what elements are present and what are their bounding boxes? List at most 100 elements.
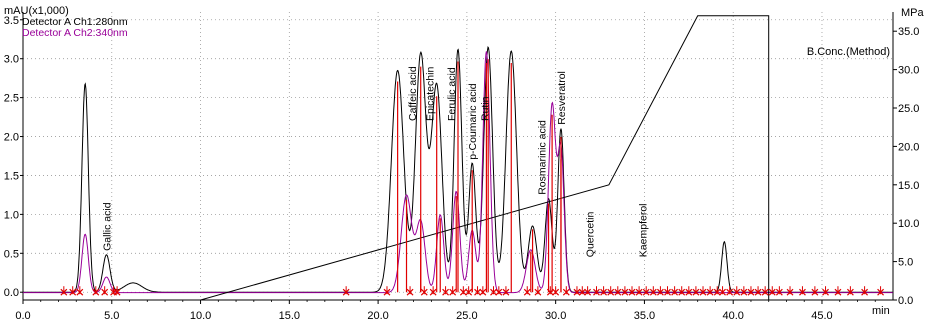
y-right-tick-label: 0.0 (898, 295, 913, 307)
y-tick-label: 1.5 (4, 170, 19, 182)
integration-marker (811, 286, 819, 296)
integration-marker (465, 286, 473, 296)
integration-marker (747, 286, 755, 296)
x-axis-unit-label: min (872, 305, 890, 317)
integration-marker (861, 286, 869, 296)
integration-marker (692, 286, 700, 296)
integration-marker (534, 286, 542, 296)
integration-marker (495, 286, 503, 296)
peak-label: Rosmarinic acid (536, 120, 548, 195)
y-right-tick-label: 5.0 (898, 257, 913, 269)
x-tick-label: 45.0 (811, 310, 832, 322)
peak-label: Gallic acid (101, 202, 113, 251)
y-right-tick-label: 15.0 (898, 180, 919, 192)
integration-marker (420, 286, 428, 296)
x-axis-ticks: 0.0 5.0 10.0 15.0 20.0 25.0 30.0 35.0 40.0 45.0 (15, 300, 876, 322)
integration-marker (502, 286, 510, 296)
integration-marker (678, 286, 686, 296)
y-tick-label: 0.5 (4, 248, 19, 260)
integration-marker (573, 286, 581, 296)
integration-marker (621, 286, 629, 296)
integration-marker (775, 286, 783, 296)
integration-marker (768, 286, 776, 296)
integration-marker (754, 286, 762, 296)
integration-marker (593, 286, 600, 296)
integration-marker (786, 286, 794, 296)
integration-marker (406, 286, 414, 296)
y-axis-label: mAU(x1,000) (4, 5, 69, 17)
integration-marker (877, 286, 884, 296)
peak-label: p-Coumaric acid (467, 83, 479, 160)
peak-label: Caffeic acid (407, 66, 419, 121)
y-tick-label: 3.5 (4, 15, 19, 27)
y-right-tick-label: 25.0 (898, 103, 919, 115)
integration-marker (578, 286, 586, 296)
integration-marker (671, 286, 679, 296)
integration-markers (60, 59, 884, 296)
y-right-tick-label: 30.0 (898, 65, 919, 77)
integration-marker (60, 286, 68, 296)
integration-marker (699, 286, 707, 296)
integration-marker (342, 286, 350, 296)
integration-marker (649, 286, 657, 296)
integration-marker (726, 286, 734, 296)
x-tick-label: 40.0 (722, 310, 743, 322)
y-right-axis-label: MPa (901, 7, 925, 19)
x-tick-label: 10.0 (190, 310, 211, 322)
integration-marker (92, 286, 100, 296)
y-tick-label: 2.0 (4, 132, 19, 144)
integration-marker (685, 286, 693, 296)
integration-marker (442, 286, 449, 296)
series-line-method (23, 15, 770, 301)
integration-marker (706, 286, 714, 296)
y-tick-label: 3.0 (4, 54, 19, 66)
x-tick-label: 35.0 (634, 310, 655, 322)
peak-label: Ferulic acid (446, 67, 458, 121)
integration-marker (656, 286, 664, 296)
integration-marker (635, 286, 643, 296)
integration-marker (614, 286, 622, 296)
integration-marker (479, 286, 487, 296)
integration-marker (607, 286, 615, 296)
integration-marker (628, 286, 636, 296)
peak-label: Kaempferol (638, 203, 650, 257)
integration-marker (834, 286, 842, 296)
integration-marker (76, 286, 84, 296)
integration-marker (449, 286, 457, 296)
integration-marker (761, 286, 769, 296)
integration-marker (69, 286, 77, 296)
integration-marker (113, 286, 121, 296)
integration-marker (733, 286, 741, 296)
legend-entry-ch1: Detector A Ch1:280nm (22, 16, 128, 28)
integration-marker (383, 286, 391, 296)
peak-label: Epicatechin (425, 67, 437, 121)
y-right-axis-ticks: 0.0 5.0 10.0 15.0 20.0 25.0 30.0 35.0 (893, 26, 919, 307)
integration-marker (552, 286, 560, 296)
y-tick-label: 1.0 (4, 209, 19, 221)
integration-marker (459, 286, 467, 296)
integration-marker (429, 286, 437, 296)
method-label: B.Conc.(Method) (807, 46, 890, 58)
integration-marker (101, 286, 109, 296)
y-right-tick-label: 35.0 (898, 26, 919, 38)
legend-entry-ch2: Detector A Ch2:340nm (22, 27, 128, 39)
integration-marker (642, 286, 650, 296)
integration-marker (740, 286, 748, 296)
y-right-tick-label: 10.0 (898, 218, 919, 230)
y-right-tick-label: 20.0 (898, 141, 919, 153)
integration-marker (719, 286, 726, 296)
integration-marker (713, 286, 721, 296)
peak-label: Quercetin (584, 212, 596, 258)
integration-marker (523, 286, 531, 296)
x-tick-label: 30.0 (545, 310, 566, 322)
integration-marker (846, 286, 854, 296)
integration-marker (584, 286, 592, 296)
grid (22, 12, 893, 300)
x-tick-label: 15.0 (279, 310, 300, 322)
peak-label: Rutin (480, 96, 492, 121)
integration-marker (562, 286, 570, 296)
y-tick-label: 2.5 (4, 93, 19, 105)
integration-marker (799, 286, 806, 296)
integration-marker (490, 286, 497, 296)
